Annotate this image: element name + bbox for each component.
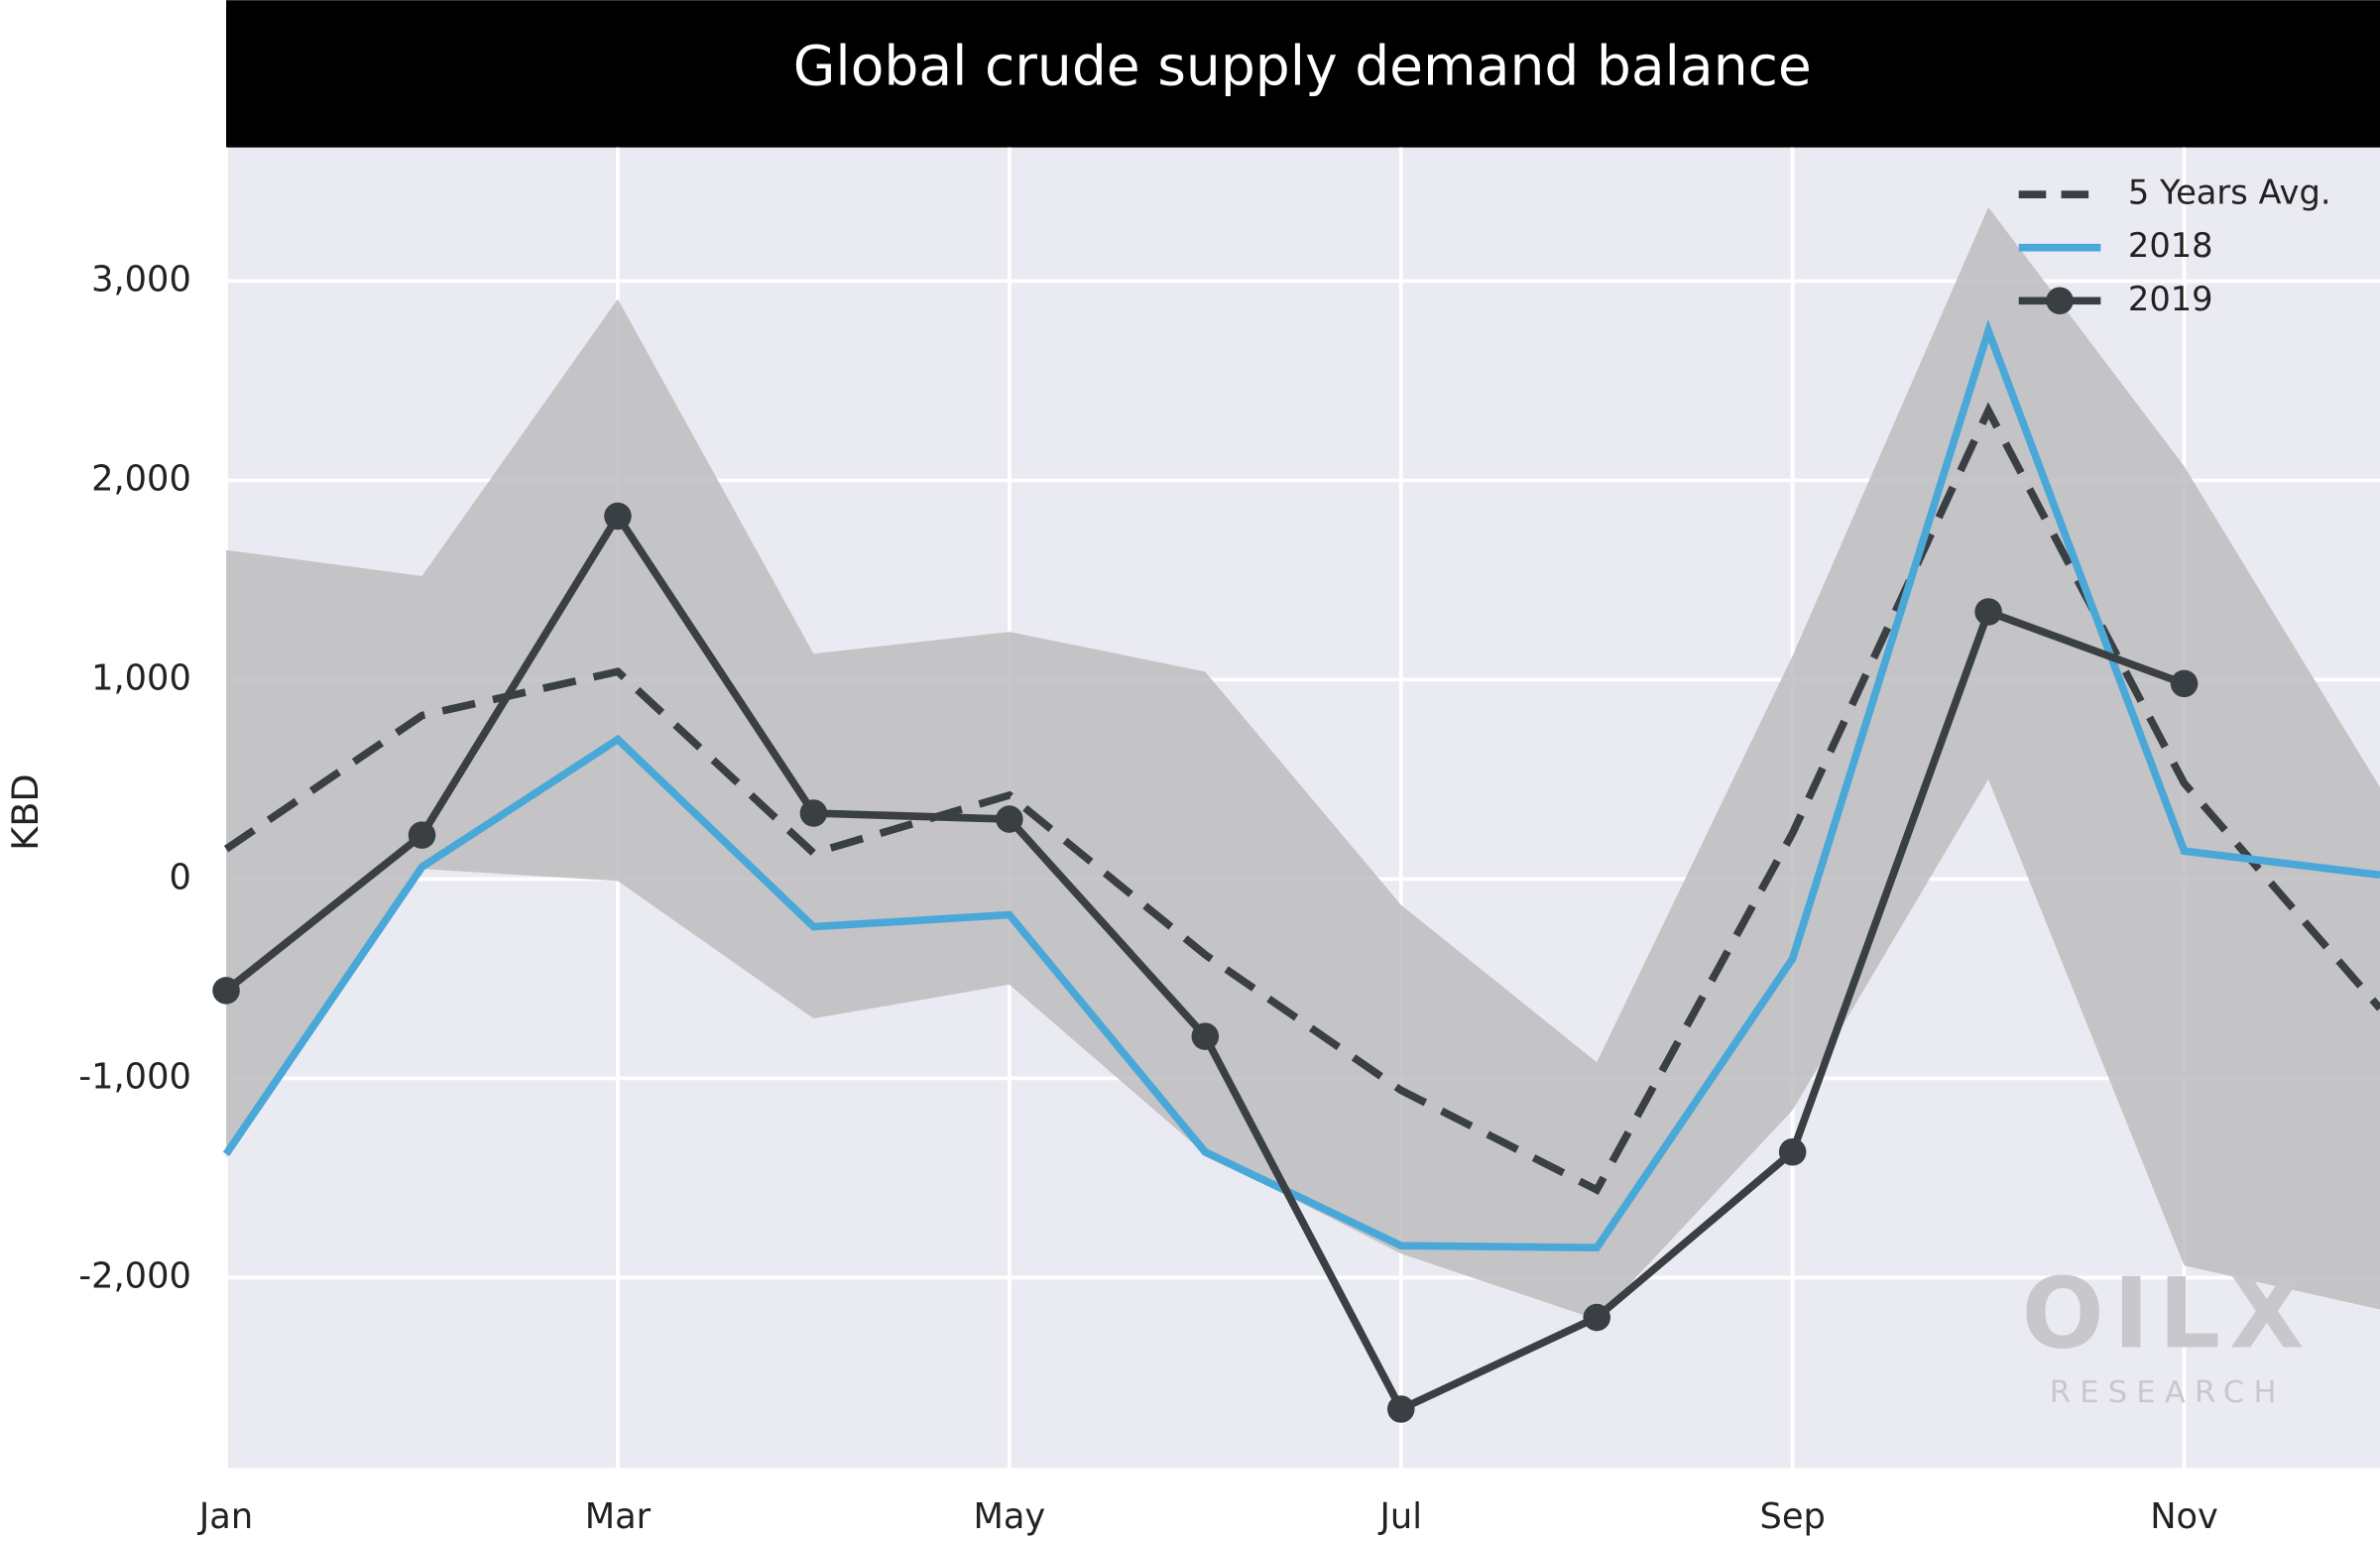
point (212, 977, 240, 1005)
legend-marker (2046, 287, 2074, 315)
legend-label: 5 Years Avg. (2128, 174, 2331, 212)
watermark: OILX (2022, 1258, 2314, 1371)
marks (212, 206, 2380, 1423)
point (1191, 1022, 1220, 1050)
series-line (223, 402, 2380, 1196)
x-tick-label: Jan (197, 1496, 253, 1537)
x-tick-label: Jul (1378, 1496, 1422, 1537)
x-tick-label: Sep (1759, 1496, 1825, 1537)
range-band (226, 206, 2380, 1320)
y-tick-label: 3,000 (91, 259, 191, 299)
point (1386, 1395, 1415, 1423)
point (408, 821, 436, 849)
legend-label: 2019 (2128, 280, 2213, 318)
x-tick-label: Nov (2150, 1496, 2218, 1537)
point (799, 799, 828, 827)
x-tick-label: May (973, 1496, 1045, 1537)
point (996, 805, 1023, 833)
point (1974, 598, 2002, 626)
y-tick-label: -2,000 (78, 1255, 190, 1296)
y-axis-label: KBD (4, 773, 47, 851)
y-tick-label: 1,000 (91, 657, 191, 698)
y-tick-label: 2,000 (91, 458, 191, 499)
chart-title: Global crude supply demand balance (793, 35, 1812, 98)
series-line (222, 318, 2380, 1252)
title-bar (226, 0, 2380, 148)
point (604, 502, 632, 531)
y-tick-label: 0 (169, 857, 190, 897)
y-tick-label: -1,000 (78, 1056, 190, 1097)
point (1778, 1137, 1807, 1166)
point (1583, 1303, 1610, 1332)
legend-label: 2018 (2128, 226, 2213, 265)
point (2170, 669, 2199, 698)
x-tick-label: Mar (585, 1496, 652, 1537)
watermark: RESEARCH (2050, 1375, 2286, 1410)
